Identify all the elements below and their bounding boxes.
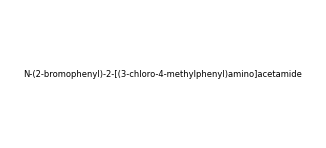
Text: N-(2-bromophenyl)-2-[(3-chloro-4-methylphenyl)amino]acetamide: N-(2-bromophenyl)-2-[(3-chloro-4-methylp…: [23, 70, 303, 78]
